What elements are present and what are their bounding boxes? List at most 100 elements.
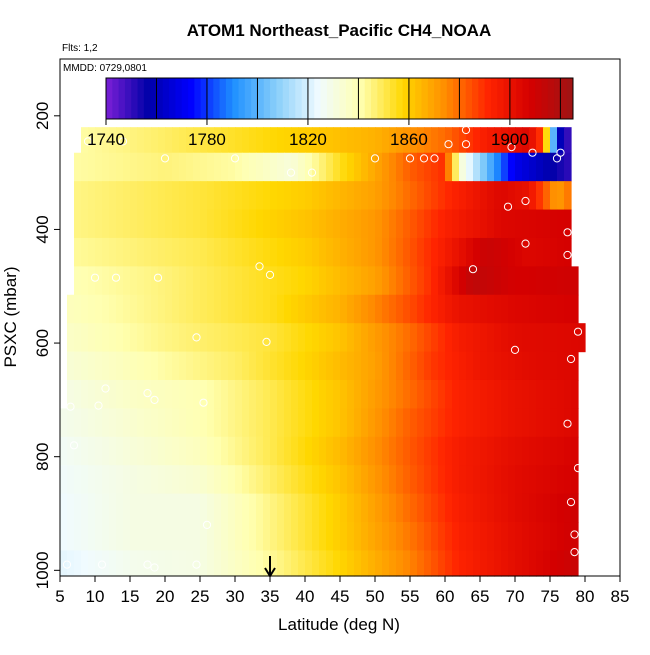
heat-cell bbox=[382, 266, 390, 296]
heat-cell bbox=[144, 465, 152, 495]
colorbar-swatch bbox=[371, 78, 378, 119]
heat-cell bbox=[116, 209, 124, 239]
heat-cell bbox=[277, 550, 285, 577]
colorbar-tick-label: 1900 bbox=[491, 130, 529, 149]
heat-cell bbox=[263, 465, 271, 495]
heat-cell bbox=[130, 181, 138, 211]
heat-cell bbox=[382, 522, 390, 552]
heat-cell bbox=[144, 493, 152, 523]
heat-cell bbox=[347, 493, 355, 523]
x-tick-label: 80 bbox=[576, 587, 595, 606]
heat-cell bbox=[501, 493, 509, 523]
heat-cell bbox=[508, 379, 516, 409]
heat-cell bbox=[543, 152, 551, 182]
heat-cell bbox=[396, 209, 404, 239]
heat-cell bbox=[431, 152, 439, 182]
heat-cell bbox=[207, 436, 215, 466]
heat-cell bbox=[459, 465, 467, 495]
heat-cell bbox=[200, 152, 208, 182]
heat-cell bbox=[347, 209, 355, 239]
heat-cell bbox=[256, 465, 264, 495]
heat-cell bbox=[557, 152, 565, 182]
heat-cell bbox=[452, 294, 460, 324]
y-tick-label: 800 bbox=[33, 443, 52, 471]
heat-cell bbox=[445, 408, 453, 438]
heat-cell bbox=[487, 209, 495, 239]
heat-cell bbox=[172, 550, 180, 577]
heat-cell bbox=[165, 266, 173, 296]
heat-cell bbox=[522, 266, 530, 296]
heat-cell bbox=[536, 237, 544, 267]
colorbar-swatch bbox=[472, 78, 479, 119]
heat-cell bbox=[340, 493, 348, 523]
heat-cell bbox=[291, 237, 299, 267]
heat-cell bbox=[291, 351, 299, 381]
heat-cell bbox=[466, 436, 474, 466]
heat-cell bbox=[410, 294, 418, 324]
heat-cell bbox=[522, 408, 530, 438]
heat-cell bbox=[319, 436, 327, 466]
sample-point bbox=[111, 273, 121, 282]
heat-cell bbox=[508, 237, 516, 267]
heat-cell bbox=[200, 351, 208, 381]
heat-cell bbox=[389, 209, 397, 239]
colorbar-swatch bbox=[358, 78, 366, 119]
heat-cell bbox=[270, 323, 278, 353]
heat-cell bbox=[67, 436, 75, 466]
heat-cell bbox=[452, 323, 460, 353]
heat-cell bbox=[396, 522, 404, 552]
heat-cell bbox=[508, 294, 516, 324]
heat-cell bbox=[536, 408, 544, 438]
heat-cell bbox=[123, 351, 131, 381]
heat-cell bbox=[137, 436, 145, 466]
heat-cell bbox=[438, 323, 446, 353]
heat-cell bbox=[515, 323, 523, 353]
x-tick-label: 30 bbox=[226, 587, 245, 606]
sample-point bbox=[461, 140, 471, 149]
heat-cell bbox=[466, 181, 474, 211]
heat-cell bbox=[116, 181, 124, 211]
heat-cell bbox=[501, 237, 509, 267]
heat-cell bbox=[193, 522, 201, 552]
heat-cell bbox=[312, 237, 320, 267]
heat-cell bbox=[74, 294, 82, 324]
heat-cell bbox=[452, 209, 460, 239]
heat-cell bbox=[207, 351, 215, 381]
heat-cell bbox=[473, 408, 481, 438]
heat-cell bbox=[151, 127, 159, 154]
heat-cell bbox=[389, 436, 397, 466]
colorbar-swatch bbox=[118, 78, 126, 119]
sample-points bbox=[62, 125, 583, 572]
heat-cell bbox=[214, 294, 222, 324]
heat-cell bbox=[347, 351, 355, 381]
heat-cell bbox=[200, 550, 208, 577]
heat-cell bbox=[242, 522, 250, 552]
sample-point bbox=[94, 401, 103, 410]
heat-cell bbox=[242, 465, 250, 495]
heat-cell bbox=[431, 351, 439, 381]
colorbar-swatch bbox=[282, 78, 290, 119]
heat-cell bbox=[165, 493, 173, 523]
heat-cell bbox=[200, 408, 208, 438]
heat-cell bbox=[137, 493, 145, 523]
heat-cell bbox=[487, 294, 495, 324]
heat-cell bbox=[207, 294, 215, 324]
heat-cell bbox=[207, 550, 215, 577]
heat-cell bbox=[186, 522, 194, 552]
colorbar-swatch bbox=[320, 78, 328, 119]
heat-cell bbox=[291, 152, 299, 182]
sample-point bbox=[503, 202, 513, 211]
heat-cell bbox=[151, 408, 159, 438]
heat-cell bbox=[158, 266, 166, 296]
heat-cell bbox=[333, 294, 341, 324]
heat-cell bbox=[333, 522, 341, 552]
heat-cell bbox=[354, 152, 362, 182]
heat-cell bbox=[368, 127, 376, 154]
heat-cell bbox=[109, 266, 117, 296]
heat-cell bbox=[438, 493, 446, 523]
heat-cell bbox=[88, 266, 96, 296]
heat-cell bbox=[347, 522, 355, 552]
heat-cell bbox=[452, 266, 460, 296]
heat-cell bbox=[550, 379, 558, 409]
heat-cell bbox=[277, 127, 285, 154]
